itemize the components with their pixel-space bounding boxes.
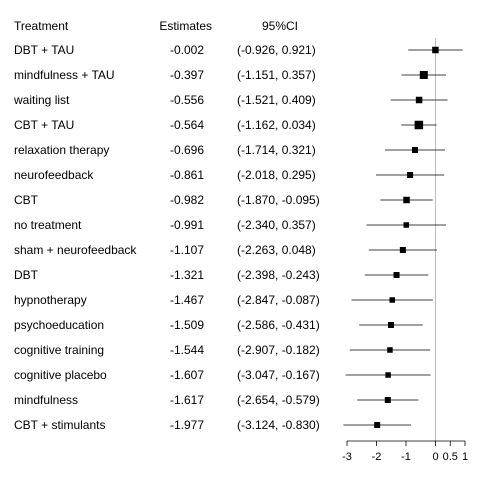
ci-label: (-2.018, 0.295) bbox=[237, 168, 316, 182]
table-row: DBT + TAU -0.002 (-0.926, 0.921) bbox=[14, 43, 463, 57]
treatment-label: sham + neurofeedback bbox=[14, 243, 137, 257]
ci-label: (-1.870, -0.095) bbox=[237, 193, 320, 207]
estimate-marker bbox=[387, 347, 393, 353]
treatment-label: CBT + TAU bbox=[14, 118, 74, 132]
table-row: neurofeedback -0.861 (-2.018, 0.295) bbox=[14, 168, 445, 182]
estimate-marker bbox=[403, 222, 410, 228]
estimate-marker bbox=[374, 422, 381, 428]
table-row: sham + neurofeedback -1.107 (-2.263, 0.048… bbox=[14, 243, 437, 257]
treatment-label: psychoeducation bbox=[14, 318, 104, 332]
table-row: mindfulness + TAU -0.397 (-1.151, 0.357) bbox=[14, 68, 447, 82]
treatment-label: neurofeedback bbox=[14, 168, 94, 182]
treatment-label: waiting list bbox=[13, 93, 70, 107]
rows-group: DBT + TAU -0.002 (-0.926, 0.921) mindfulnes… bbox=[13, 43, 463, 432]
table-row: mindfulness -1.617 (-2.654, -0.579) bbox=[14, 393, 419, 407]
estimate-label: -0.564 bbox=[170, 118, 204, 132]
x-axis: -3 -2 -1 0 0.5 1 bbox=[342, 440, 468, 463]
estimate-marker bbox=[385, 372, 391, 378]
table-row: DBT -1.321 (-2.398, -0.243) bbox=[14, 268, 429, 282]
x-tick-label: -2 bbox=[372, 451, 382, 463]
ci-label: (-1.521, 0.409) bbox=[237, 93, 316, 107]
treatment-label: CBT + stimulants bbox=[14, 418, 105, 432]
ci-label: (-2.586, -0.431) bbox=[237, 318, 320, 332]
table-row: cognitive training -1.544 (-2.907, -0.182) bbox=[14, 343, 431, 357]
table-row: CBT + stimulants -1.977 (-3.124, -0.830) bbox=[14, 418, 412, 432]
estimate-marker bbox=[393, 272, 400, 278]
estimate-label: -0.991 bbox=[170, 218, 204, 232]
ci-label: (-2.847, -0.087) bbox=[237, 293, 320, 307]
estimate-label: -1.467 bbox=[170, 293, 204, 307]
table-row: cognitive placebo -1.607 (-3.047, -0.167) bbox=[14, 368, 431, 382]
estimate-marker bbox=[414, 120, 424, 130]
estimate-marker bbox=[403, 196, 410, 204]
header-ci: 95%CI bbox=[262, 19, 298, 33]
treatment-label: hypnotherapy bbox=[14, 293, 87, 307]
x-tick-label: -3 bbox=[342, 451, 352, 463]
ci-label: (-1.162, 0.034) bbox=[237, 118, 316, 132]
estimate-marker bbox=[432, 46, 439, 54]
table-row: waiting list -0.556 (-1.521, 0.409) bbox=[13, 93, 448, 107]
header-treatment: Treatment bbox=[14, 19, 69, 33]
estimate-label: -1.977 bbox=[170, 418, 204, 432]
treatment-label: CBT bbox=[14, 193, 39, 207]
estimate-marker bbox=[399, 247, 406, 253]
estimate-label: -0.397 bbox=[170, 68, 204, 82]
treatment-label: cognitive placebo bbox=[14, 368, 107, 382]
x-tick-label: -1 bbox=[401, 451, 411, 463]
estimate-label: -0.861 bbox=[170, 168, 204, 182]
treatment-label: mindfulness + TAU bbox=[14, 68, 115, 82]
estimate-marker bbox=[407, 172, 414, 178]
estimate-label: -0.002 bbox=[170, 43, 204, 57]
header-estimates: Estimates bbox=[159, 19, 212, 33]
estimate-marker bbox=[384, 397, 391, 403]
x-tick-label: 1 bbox=[462, 451, 468, 463]
treatment-label: relaxation therapy bbox=[14, 143, 109, 157]
estimate-marker bbox=[389, 297, 395, 303]
estimate-label: -1.321 bbox=[170, 268, 204, 282]
ci-label: (-2.398, -0.243) bbox=[237, 268, 320, 282]
estimate-label: -1.617 bbox=[170, 393, 204, 407]
treatment-label: DBT bbox=[14, 268, 39, 282]
treatment-label: no treatment bbox=[14, 218, 82, 232]
estimate-label: -0.982 bbox=[170, 193, 204, 207]
ci-label: (-3.047, -0.167) bbox=[237, 368, 320, 382]
ci-label: (-2.654, -0.579) bbox=[237, 393, 320, 407]
ci-label: (-3.124, -0.830) bbox=[237, 418, 320, 432]
table-row: psychoeducation -1.509 (-2.586, -0.431) bbox=[14, 318, 423, 332]
x-tick-label: 0 bbox=[432, 451, 438, 463]
table-row: hypnotherapy -1.467 (-2.847, -0.087) bbox=[14, 293, 433, 307]
x-tick-label: 0.5 bbox=[443, 451, 458, 463]
treatment-label: cognitive training bbox=[14, 343, 104, 357]
estimate-label: -0.696 bbox=[170, 143, 204, 157]
estimate-label: -0.556 bbox=[170, 93, 204, 107]
estimate-label: -1.607 bbox=[170, 368, 204, 382]
estimate-marker bbox=[419, 71, 428, 79]
ci-label: (-1.714, 0.321) bbox=[237, 143, 316, 157]
estimate-marker bbox=[411, 147, 418, 153]
estimate-label: -1.544 bbox=[170, 343, 204, 357]
table-row: CBT -0.982 (-1.870, -0.095) bbox=[14, 193, 433, 207]
estimate-marker bbox=[415, 96, 423, 104]
treatment-label: mindfulness bbox=[14, 393, 78, 407]
treatment-label: DBT + TAU bbox=[14, 43, 74, 57]
ci-label: (-2.907, -0.182) bbox=[237, 343, 320, 357]
ci-label: (-1.151, 0.357) bbox=[237, 68, 316, 82]
table-row: no treatment -0.991 (-2.340, 0.357) bbox=[14, 218, 447, 232]
estimate-label: -1.509 bbox=[170, 318, 204, 332]
table-row: relaxation therapy -0.696 (-1.714, 0.321) bbox=[14, 143, 445, 157]
ci-label: (-2.263, 0.048) bbox=[237, 243, 316, 257]
estimate-label: -1.107 bbox=[170, 243, 204, 257]
ci-label: (-0.926, 0.921) bbox=[237, 43, 316, 57]
estimate-marker bbox=[387, 322, 394, 328]
ci-label: (-2.340, 0.357) bbox=[237, 218, 316, 232]
table-row: CBT + TAU -0.564 (-1.162, 0.034) bbox=[14, 118, 437, 132]
